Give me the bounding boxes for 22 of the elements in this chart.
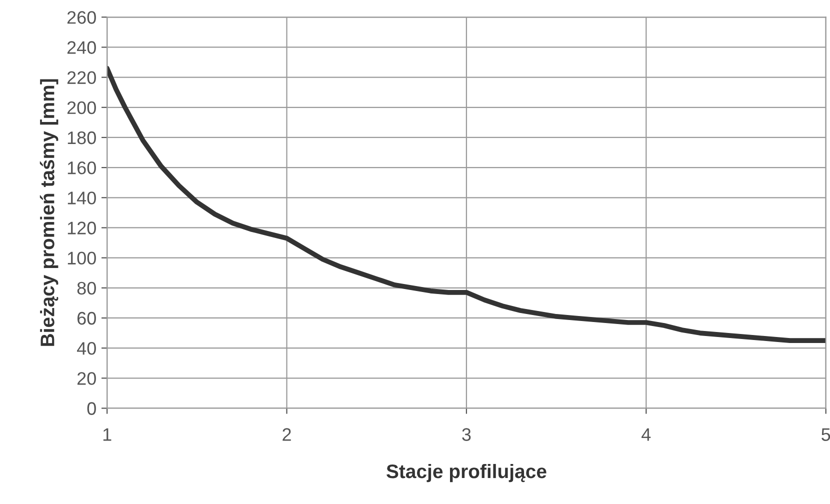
y-tick-label: 120 <box>68 222 96 234</box>
y-tick-label: 200 <box>67 101 96 114</box>
y-tick-label: 20 <box>77 372 96 385</box>
y-tick-label: 0 <box>87 402 96 415</box>
y-tick-label: 40 <box>76 342 96 355</box>
y-tick-label: 220 <box>67 71 96 84</box>
x-axis-title: Stacje profilujące <box>386 464 546 482</box>
y-axis-title: Bieżący promień taśmy [mm] <box>40 79 58 346</box>
y-tick-label: 100 <box>68 252 96 265</box>
y-tick-label: 60 <box>77 312 96 325</box>
line-series <box>107 66 826 343</box>
x-tick-label: 2 <box>282 428 291 441</box>
y-tick-label: 140 <box>68 192 96 204</box>
x-tick-label: 1 <box>103 428 112 441</box>
y-tick-label: 160 <box>68 161 96 174</box>
y-tick-label: 260 <box>67 11 96 24</box>
y-tick-label: 180 <box>68 131 96 144</box>
x-tick-label: 3 <box>462 428 471 441</box>
x-tick-label: 5 <box>822 428 830 441</box>
x-tick-label: 4 <box>642 428 651 441</box>
y-tick-label: 80 <box>77 282 96 295</box>
y-tick-label: 240 <box>67 41 96 54</box>
